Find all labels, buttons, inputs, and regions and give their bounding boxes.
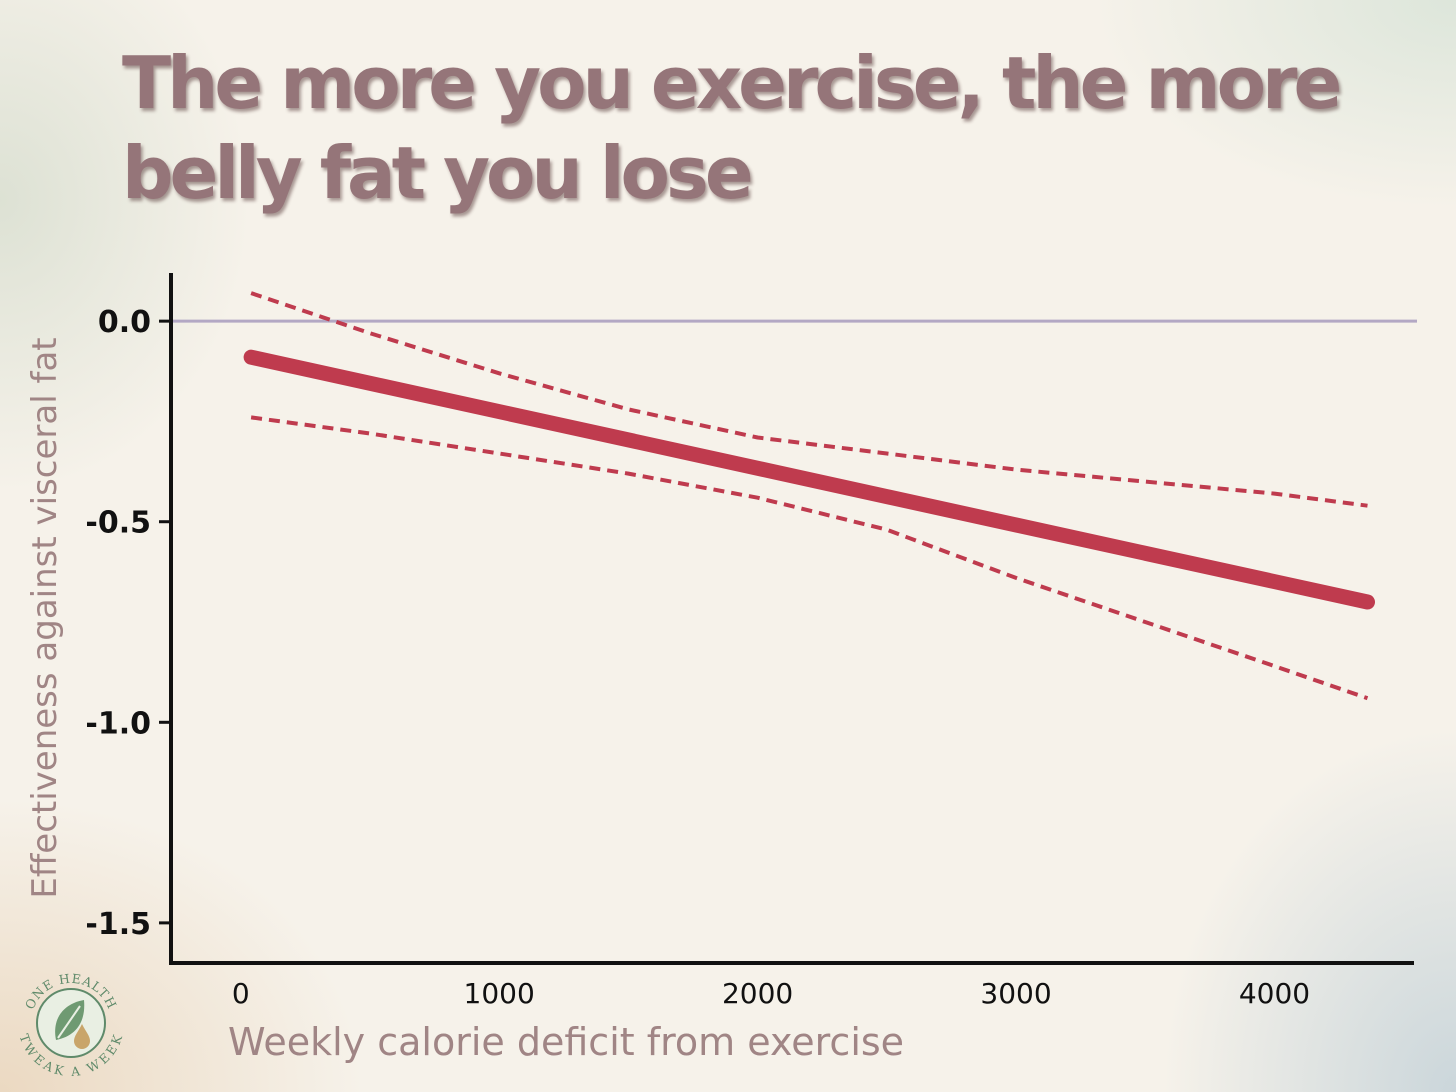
leaf-drop-icon xyxy=(55,1000,90,1049)
x-axis-title: Weekly calorie deficit from exercise xyxy=(228,1020,905,1064)
x-tick-label: 3000 xyxy=(980,977,1051,1010)
chart-title: The more you exercise, the more belly fa… xyxy=(122,41,1342,215)
x-tick-label: 1000 xyxy=(464,977,535,1010)
lower-confidence-line xyxy=(250,415,1369,701)
y-tick-label: -0.5 xyxy=(85,506,151,541)
x-tick-label: 2000 xyxy=(722,977,793,1010)
y-tick-label: -1.0 xyxy=(85,706,151,741)
upper-confidence-line xyxy=(250,291,1368,508)
x-tick-label: 0 xyxy=(232,977,250,1010)
x-tick-label: 4000 xyxy=(1239,977,1310,1010)
y-tick-label: -1.5 xyxy=(85,907,151,942)
y-axis-title: Effectiveness against visceral fat xyxy=(25,337,65,899)
regression-line xyxy=(243,349,1375,610)
one-health-tweak-a-week-logo: ONE HEALTH TWEAK A WEEK xyxy=(18,971,124,1076)
y-tick-label: 0.0 xyxy=(98,305,151,340)
